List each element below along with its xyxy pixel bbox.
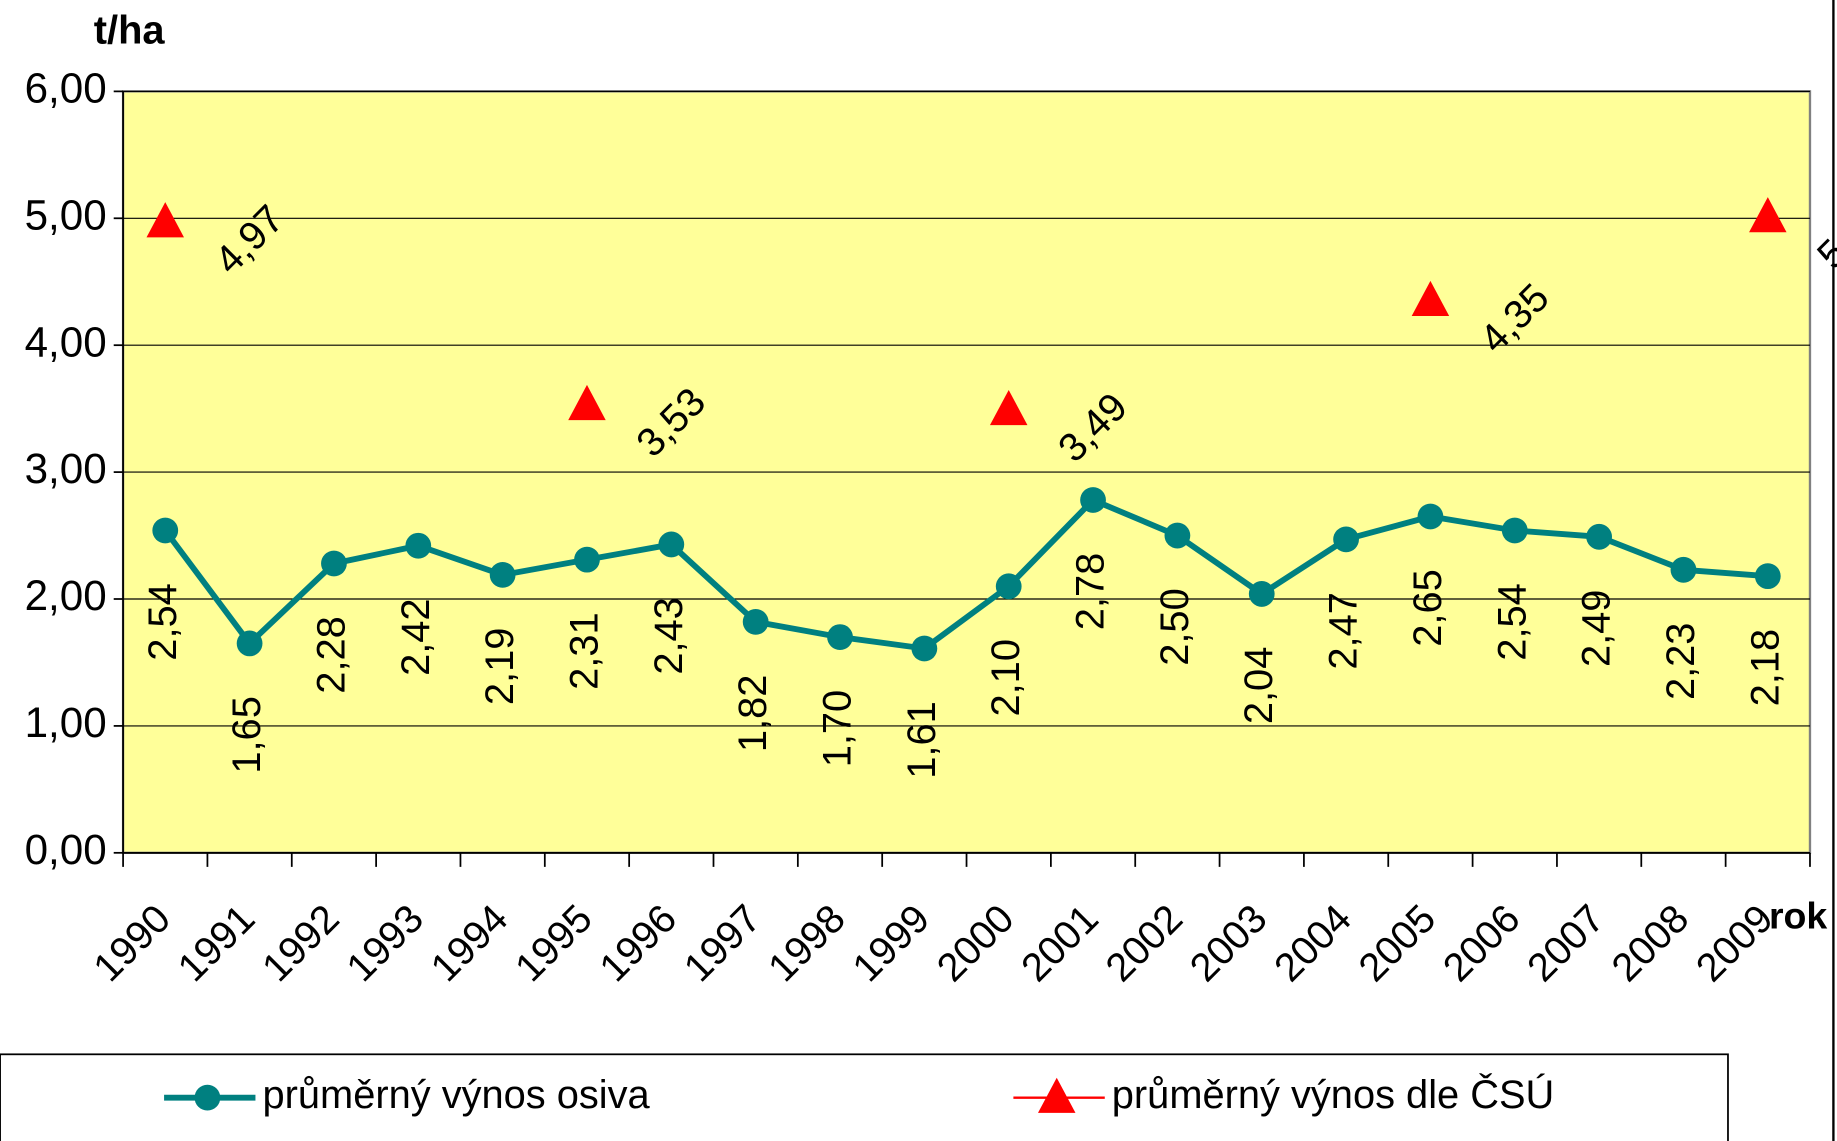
x-tick-label: 2002 bbox=[1097, 896, 1191, 990]
data-label: 2,78 bbox=[1069, 553, 1113, 630]
marker bbox=[742, 608, 769, 635]
marker bbox=[1080, 487, 1106, 513]
marker bbox=[1037, 1077, 1076, 1113]
y-tick-label: 1,00 bbox=[25, 699, 107, 746]
data-label: 2,50 bbox=[1153, 588, 1197, 665]
y-tick-label: 0,00 bbox=[25, 826, 107, 873]
series-line bbox=[162, 496, 1769, 652]
x-tick-label: 1993 bbox=[338, 896, 432, 990]
y-tick-label: 4,00 bbox=[25, 318, 107, 365]
marker bbox=[1586, 523, 1613, 550]
marker bbox=[1749, 197, 1787, 233]
marker bbox=[568, 384, 606, 421]
x-tick-label: 2007 bbox=[1519, 896, 1613, 990]
x-tick-label: 2001 bbox=[1013, 896, 1107, 990]
legend-box bbox=[0, 1053, 1729, 1141]
data-label: 1,61 bbox=[900, 701, 944, 779]
x-tick-label: 1990 bbox=[85, 896, 179, 990]
data-label: 2,49 bbox=[1575, 590, 1619, 668]
marker bbox=[194, 1084, 221, 1111]
data-label: 1,65 bbox=[225, 696, 269, 774]
marker bbox=[321, 550, 347, 577]
marker bbox=[1670, 556, 1697, 583]
marker bbox=[658, 531, 685, 558]
data-label: 2,47 bbox=[1322, 592, 1366, 669]
marker bbox=[989, 389, 1028, 426]
marker bbox=[489, 562, 516, 588]
data-label: 1,70 bbox=[816, 690, 860, 768]
data-label: 2,04 bbox=[1237, 647, 1281, 724]
marker bbox=[1333, 526, 1359, 553]
marker bbox=[405, 532, 432, 559]
data-label: 2,54 bbox=[141, 583, 185, 661]
marker bbox=[827, 624, 853, 650]
y-tick-label: 5,00 bbox=[25, 191, 107, 238]
marker bbox=[146, 202, 184, 238]
x-tick-label: 2008 bbox=[1604, 896, 1698, 990]
legend-label: průměrný výnos osiva bbox=[262, 1073, 650, 1117]
data-label: 2,28 bbox=[309, 616, 353, 694]
data-label: 2,43 bbox=[647, 597, 691, 674]
x-tick-label: 1997 bbox=[676, 896, 770, 990]
x-tick-label: 1992 bbox=[254, 896, 348, 990]
data-label: 2,18 bbox=[1743, 629, 1787, 707]
legend-label: průměrný výnos dle ČSÚ bbox=[1112, 1072, 1555, 1117]
marker bbox=[574, 546, 600, 573]
marker bbox=[236, 630, 263, 657]
y-tick-label: 3,00 bbox=[25, 445, 107, 492]
x-tick-label: 1995 bbox=[507, 896, 601, 990]
marker bbox=[1248, 581, 1275, 607]
x-axis-label: rok bbox=[1769, 894, 1827, 936]
y-tick-label: 6,00 bbox=[25, 65, 107, 112]
data-label: 2,54 bbox=[1490, 583, 1534, 661]
x-tick-label: 1991 bbox=[170, 896, 264, 990]
data-label: 1,82 bbox=[731, 675, 775, 752]
marker bbox=[1501, 517, 1528, 544]
data-label: 2,23 bbox=[1659, 623, 1703, 700]
x-tick-label: 2009 bbox=[1688, 896, 1782, 990]
data-label: 2,19 bbox=[478, 628, 522, 705]
marker bbox=[1164, 522, 1191, 549]
y-axis-label: t/ha bbox=[94, 8, 166, 52]
x-tick-label: 1996 bbox=[591, 896, 685, 990]
x-tick-label: 1999 bbox=[844, 896, 938, 990]
x-tick-label: 1998 bbox=[760, 896, 854, 990]
marker bbox=[152, 517, 179, 544]
x-tick-label: 2003 bbox=[1182, 896, 1276, 990]
x-tick-label: 2004 bbox=[1266, 896, 1360, 990]
marker bbox=[911, 635, 938, 662]
data-label: 2,42 bbox=[394, 598, 438, 676]
data-label: 2,31 bbox=[562, 612, 606, 689]
marker bbox=[1417, 503, 1444, 530]
marker bbox=[1754, 563, 1781, 590]
marker bbox=[995, 573, 1022, 600]
marker bbox=[1411, 280, 1450, 317]
x-tick-label: 2000 bbox=[929, 896, 1023, 990]
x-tick-label: 1994 bbox=[423, 896, 517, 990]
data-label: 2,65 bbox=[1406, 569, 1450, 646]
y-tick-label: 2,00 bbox=[25, 572, 107, 619]
data-label: 2,10 bbox=[984, 639, 1028, 717]
x-tick-label: 2006 bbox=[1435, 896, 1529, 990]
x-tick-label: 2005 bbox=[1350, 896, 1444, 990]
